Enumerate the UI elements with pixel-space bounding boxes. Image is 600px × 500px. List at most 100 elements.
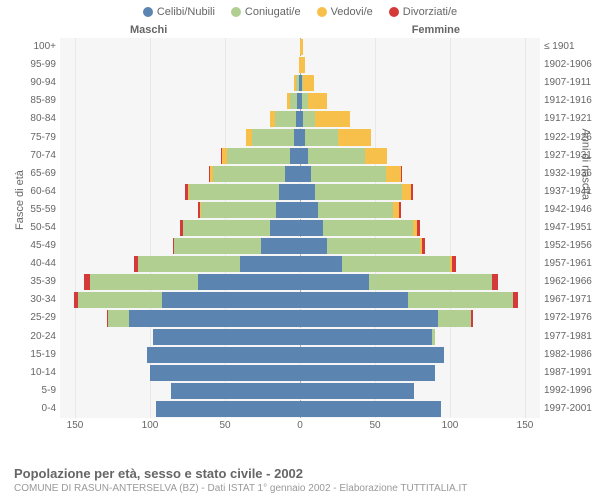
bar-male	[246, 129, 300, 145]
bar-segment	[290, 93, 298, 109]
birth-label: 1907-1911	[544, 77, 600, 88]
bar-segment	[315, 184, 402, 200]
bar-segment	[198, 274, 300, 290]
label-male: Maschi	[130, 24, 167, 36]
pyramid-row: 10-141987-1991	[60, 364, 540, 382]
bar-segment	[401, 166, 403, 182]
x-axis: 15010050050100150	[60, 418, 540, 438]
bar-male	[84, 274, 300, 290]
bar-segment	[162, 292, 300, 308]
birth-label: 1922-1926	[544, 132, 600, 143]
bar-segment	[213, 166, 285, 182]
bar-segment	[300, 383, 414, 399]
legend-label: Divorziati/e	[403, 6, 457, 18]
bar-segment	[492, 274, 498, 290]
bar-female	[300, 111, 350, 127]
pyramid-row: 80-841917-1921	[60, 110, 540, 128]
x-tick-label: 50	[219, 420, 230, 431]
chart-subtitle: COMUNE DI RASUN-ANTERSELVA (BZ) - Dati I…	[14, 483, 590, 494]
bar-segment	[147, 347, 300, 363]
age-label: 55-59	[16, 204, 56, 215]
pyramid-row: 45-491952-1956	[60, 237, 540, 255]
bar-male	[198, 202, 300, 218]
bar-male	[171, 383, 300, 399]
bar-segment	[174, 238, 261, 254]
legend-item: Celibi/Nubili	[143, 6, 215, 18]
bar-segment	[300, 166, 311, 182]
bar-segment	[300, 39, 303, 55]
age-label: 20-24	[16, 331, 56, 342]
age-label: 80-84	[16, 113, 56, 124]
age-label: 50-54	[16, 222, 56, 233]
bar-segment	[305, 129, 338, 145]
bar-male	[134, 256, 301, 272]
birth-label: 1947-1951	[544, 222, 600, 233]
bar-segment	[150, 365, 300, 381]
birth-label: 1912-1916	[544, 95, 600, 106]
bar-female	[300, 310, 473, 326]
bar-segment	[153, 329, 300, 345]
bar-segment	[300, 184, 315, 200]
bar-segment	[471, 310, 473, 326]
bar-male	[180, 220, 300, 236]
bar-male	[221, 148, 301, 164]
bar-segment	[327, 238, 420, 254]
x-tick-label: 150	[517, 420, 534, 431]
bar-segment	[108, 310, 129, 326]
bar-male	[173, 238, 301, 254]
bar-female	[300, 184, 413, 200]
birth-label: 1927-1931	[544, 150, 600, 161]
bar-segment	[300, 274, 369, 290]
bar-female	[300, 129, 371, 145]
legend-swatch	[143, 7, 153, 17]
birth-label: 1962-1966	[544, 276, 600, 287]
bar-female	[300, 401, 441, 417]
bar-female	[300, 292, 518, 308]
birth-label: 1977-1981	[544, 331, 600, 342]
bar-segment	[300, 310, 438, 326]
legend-swatch	[389, 7, 399, 17]
pyramid-row: 50-541947-1951	[60, 219, 540, 237]
bar-female	[300, 256, 456, 272]
legend-swatch	[231, 7, 241, 17]
pyramid-row: 60-641937-1941	[60, 183, 540, 201]
bar-segment	[369, 274, 492, 290]
bar-segment	[171, 383, 300, 399]
bar-segment	[156, 401, 300, 417]
age-label: 35-39	[16, 276, 56, 287]
pyramid-row: 65-691932-1936	[60, 165, 540, 183]
x-tick-label: 150	[67, 420, 84, 431]
bar-segment	[240, 256, 300, 272]
bar-segment	[323, 220, 413, 236]
age-label: 5-9	[16, 385, 56, 396]
bar-male	[156, 401, 300, 417]
bar-segment	[303, 75, 314, 91]
bar-female	[300, 238, 425, 254]
chart-container: Celibi/NubiliConiugati/eVedovi/eDivorzia…	[0, 0, 600, 500]
bar-segment	[261, 238, 300, 254]
age-label: 95-99	[16, 59, 56, 70]
pyramid-row: 70-741927-1931	[60, 147, 540, 165]
birth-label: 1957-1961	[544, 258, 600, 269]
bar-male	[147, 347, 300, 363]
bar-segment	[252, 129, 294, 145]
birth-label: 1937-1941	[544, 186, 600, 197]
bar-segment	[303, 111, 315, 127]
age-label: 70-74	[16, 150, 56, 161]
birth-label: 1942-1946	[544, 204, 600, 215]
birth-label: ≤ 1901	[544, 41, 600, 52]
birth-label: 1982-1986	[544, 349, 600, 360]
plot: 100+≤ 190195-991902-190690-941907-191185…	[60, 38, 540, 418]
bar-female	[300, 274, 498, 290]
age-label: 75-79	[16, 132, 56, 143]
bar-segment	[227, 148, 290, 164]
bar-segment	[183, 220, 270, 236]
bar-segment	[318, 202, 393, 218]
bar-segment	[417, 220, 420, 236]
birth-label: 1967-1971	[544, 294, 600, 305]
pyramid-row: 100+≤ 1901	[60, 38, 540, 56]
bar-male	[107, 310, 301, 326]
bar-segment	[402, 184, 411, 200]
pyramid-row: 5-91992-1996	[60, 382, 540, 400]
pyramid-row: 90-941907-1911	[60, 74, 540, 92]
